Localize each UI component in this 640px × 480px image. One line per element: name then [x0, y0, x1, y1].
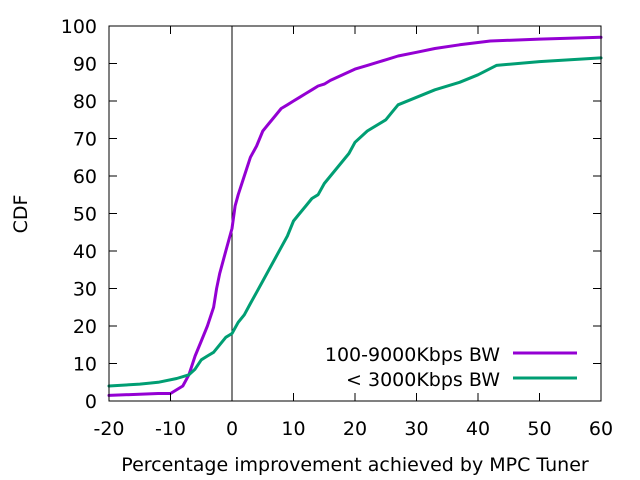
legend-label-series-2: < 3000Kbps BW	[346, 369, 500, 391]
x-tick-label: -20	[93, 418, 124, 440]
x-tick-label: 60	[589, 418, 613, 440]
y-tick-label: 80	[73, 91, 97, 113]
series-line-1	[107, 35, 603, 397]
y-tick-label: 100	[61, 16, 97, 38]
y-tick-label: 90	[73, 54, 97, 76]
x-tick-label: 0	[226, 418, 238, 440]
y-tick-label: 50	[73, 204, 97, 226]
y-tick-label: 30	[73, 279, 97, 301]
x-tick-label: 20	[343, 418, 367, 440]
y-axis-label: CDF	[10, 195, 32, 234]
y-tick-label: 40	[73, 241, 97, 263]
series-line-2	[107, 56, 603, 388]
legend-label-series-1: 100-9000Kbps BW	[325, 344, 500, 366]
y-tick-label: 0	[85, 391, 97, 413]
x-tick-label: 50	[527, 418, 551, 440]
x-tick-label: -10	[155, 418, 186, 440]
x-tick-label: 40	[466, 418, 490, 440]
x-tick-label: 30	[404, 418, 428, 440]
y-tick-label: 70	[73, 129, 97, 151]
y-tick-label: 60	[73, 166, 97, 188]
x-axis-label: Percentage improvement achieved by MPC T…	[121, 454, 589, 476]
legend: 100-9000Kbps BW < 3000Kbps BW	[325, 344, 577, 391]
x-tick-label: 10	[281, 418, 305, 440]
y-tick-label: 20	[73, 316, 97, 338]
y-tick-label: 10	[73, 354, 97, 376]
